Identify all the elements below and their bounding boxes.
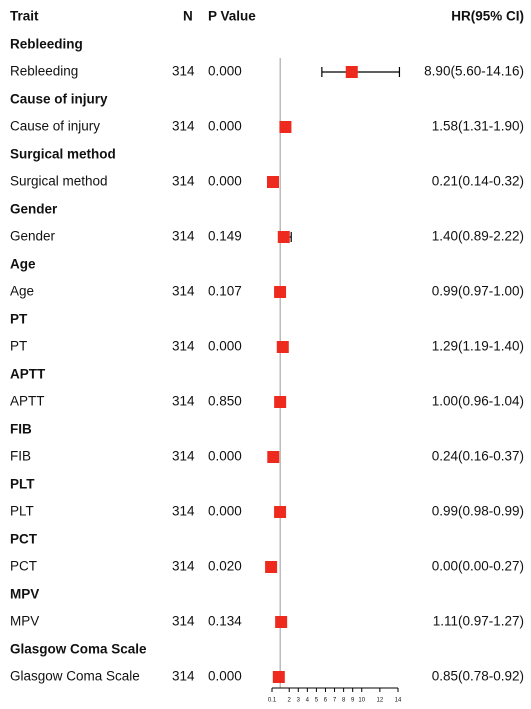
hr-point (279, 121, 292, 133)
row-label: Age (10, 284, 34, 299)
hr-label: 0.99(0.98-0.99) (432, 504, 524, 519)
hr-label: 8.90(5.60-14.16) (424, 64, 524, 79)
hr-label: 0.99(0.97-1.00) (432, 284, 524, 299)
p-value: 0.000 (208, 174, 242, 189)
row-label: Cause of injury (10, 119, 100, 134)
p-value: 0.000 (208, 339, 242, 354)
n-value: 314 (172, 229, 195, 244)
hr-label: 1.58(1.31-1.90) (432, 119, 524, 134)
group-label: Surgical method (10, 147, 116, 162)
p-value: 0.000 (208, 64, 242, 79)
hr-point (265, 561, 278, 573)
hr-point (274, 396, 287, 408)
hr-label: 1.11(0.97-1.27) (433, 614, 524, 629)
group-label: PCT (10, 532, 38, 547)
hr-point (274, 506, 287, 518)
hr-label: 1.00(0.96-1.04) (432, 394, 524, 409)
n-value: 314 (172, 284, 195, 299)
n-value: 314 (172, 394, 195, 409)
header-hr: HR(95% CI) (451, 9, 524, 24)
n-value: 314 (172, 119, 195, 134)
header-n: N (183, 9, 193, 24)
hr-point (267, 451, 280, 463)
hr-label: 0.85(0.78-0.92) (432, 669, 524, 684)
p-value: 0.850 (208, 394, 242, 409)
group-label: PT (10, 312, 28, 327)
n-value: 314 (172, 339, 195, 354)
hr-label: 0.21(0.14-0.32) (432, 174, 524, 189)
x-tick-label: 10 (358, 698, 365, 704)
x-tick-label: 8 (342, 698, 346, 704)
p-value: 0.149 (208, 229, 242, 244)
hr-label: 0.24(0.16-0.37) (432, 449, 524, 464)
group-label: Rebleeding (10, 37, 83, 52)
hr-point (345, 66, 358, 78)
x-tick-label: 9 (351, 698, 355, 704)
n-value: 314 (172, 614, 195, 629)
n-value: 314 (172, 559, 195, 574)
group-label: Cause of injury (10, 92, 108, 107)
header-trait: Trait (10, 9, 39, 24)
group-label: Glasgow Coma Scale (10, 642, 147, 657)
row-label: APTT (10, 394, 45, 409)
row-label: MPV (10, 614, 39, 629)
x-tick-label: 4 (306, 698, 310, 704)
p-value: 0.107 (208, 284, 242, 299)
x-tick-label: 7 (333, 698, 337, 704)
row-label: PCT (10, 559, 37, 574)
n-value: 314 (172, 449, 195, 464)
p-value: 0.000 (208, 119, 242, 134)
x-tick-label: 3 (297, 698, 301, 704)
row-label: Glasgow Coma Scale (10, 669, 140, 684)
row-label: PLT (10, 504, 34, 519)
x-tick-label: 14 (395, 698, 402, 704)
group-label: MPV (10, 587, 39, 602)
header-p: P Value (208, 9, 256, 24)
group-label: PLT (10, 477, 35, 492)
hr-label: 1.29(1.19-1.40) (432, 339, 524, 354)
x-tick-label: 12 (377, 698, 384, 704)
p-value: 0.134 (208, 614, 242, 629)
row-label: PT (10, 339, 27, 354)
group-label: FIB (10, 422, 32, 437)
n-value: 314 (172, 174, 195, 189)
row-label: Surgical method (10, 174, 108, 189)
row-label: Gender (10, 229, 56, 244)
p-value: 0.000 (208, 669, 242, 684)
p-value: 0.000 (208, 449, 242, 464)
hr-point (276, 341, 289, 353)
hr-point (274, 286, 287, 298)
n-value: 314 (172, 64, 195, 79)
n-value: 314 (172, 669, 195, 684)
p-value: 0.000 (208, 504, 242, 519)
group-label: Gender (10, 202, 58, 217)
hr-label: 1.40(0.89-2.22) (432, 229, 524, 244)
x-tick-label: 6 (324, 698, 328, 704)
hr-point (275, 616, 288, 628)
x-tick-label: 2 (288, 698, 292, 704)
n-value: 314 (172, 504, 195, 519)
group-label: Age (10, 257, 36, 272)
hr-point (272, 671, 285, 683)
row-label: Rebleeding (10, 64, 78, 79)
x-tick-label: 0.1 (268, 698, 277, 704)
hr-point (266, 176, 279, 188)
p-value: 0.020 (208, 559, 242, 574)
hr-label: 0.00(0.00-0.27) (432, 559, 524, 574)
row-label: FIB (10, 449, 31, 464)
hr-point (277, 231, 290, 243)
x-tick-label: 5 (315, 698, 319, 704)
group-label: APTT (10, 367, 46, 382)
